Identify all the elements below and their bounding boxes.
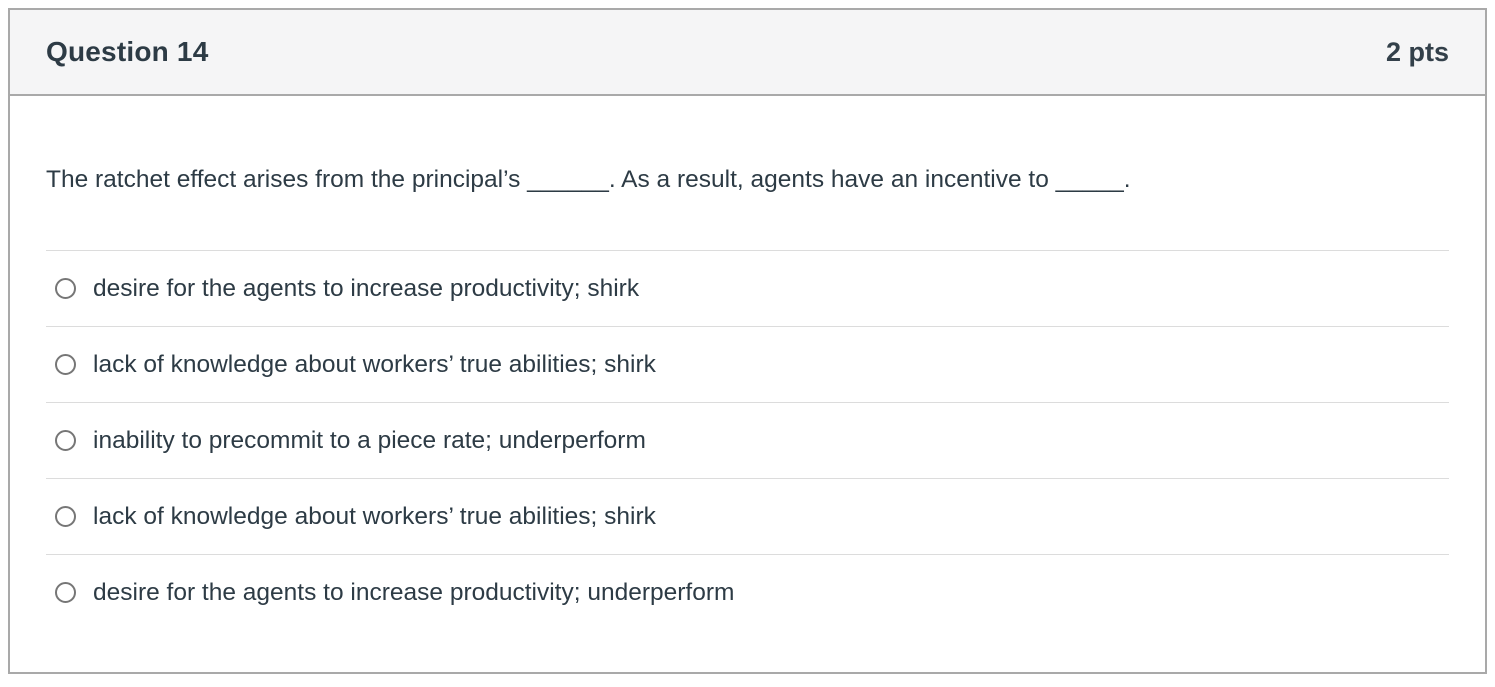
answer-label[interactable]: desire for the agents to increase produc… xyxy=(93,579,735,607)
radio-button-icon[interactable] xyxy=(55,430,76,452)
answer-label[interactable]: lack of knowledge about workers’ true ab… xyxy=(93,503,656,531)
question-text: The ratchet effect arises from the princ… xyxy=(46,166,1131,193)
answer-option[interactable]: desire for the agents to increase produc… xyxy=(46,554,1449,630)
question-card: Question 14 2 pts The ratchet effect ari… xyxy=(8,8,1487,674)
answer-option[interactable]: lack of knowledge about workers’ true ab… xyxy=(46,478,1449,554)
answer-option[interactable]: desire for the agents to increase produc… xyxy=(46,250,1449,326)
radio-button-icon[interactable] xyxy=(55,582,76,604)
question-title: Question 14 xyxy=(46,36,209,67)
radio-button-icon[interactable] xyxy=(55,278,76,300)
answer-label[interactable]: desire for the agents to increase produc… xyxy=(93,275,640,303)
radio-button-icon[interactable] xyxy=(55,354,76,376)
question-header: Question 14 2 pts xyxy=(10,10,1485,96)
answer-label[interactable]: inability to precommit to a piece rate; … xyxy=(93,427,646,455)
answer-label[interactable]: lack of knowledge about workers’ true ab… xyxy=(93,351,656,379)
answer-option[interactable]: lack of knowledge about workers’ true ab… xyxy=(46,326,1449,402)
question-points: 2 pts xyxy=(1385,36,1449,67)
answer-option[interactable]: inability to precommit to a piece rate; … xyxy=(46,402,1449,478)
answer-options: desire for the agents to increase produc… xyxy=(46,250,1449,630)
radio-button-icon[interactable] xyxy=(55,506,76,528)
question-body: The ratchet effect arises from the princ… xyxy=(10,96,1485,630)
